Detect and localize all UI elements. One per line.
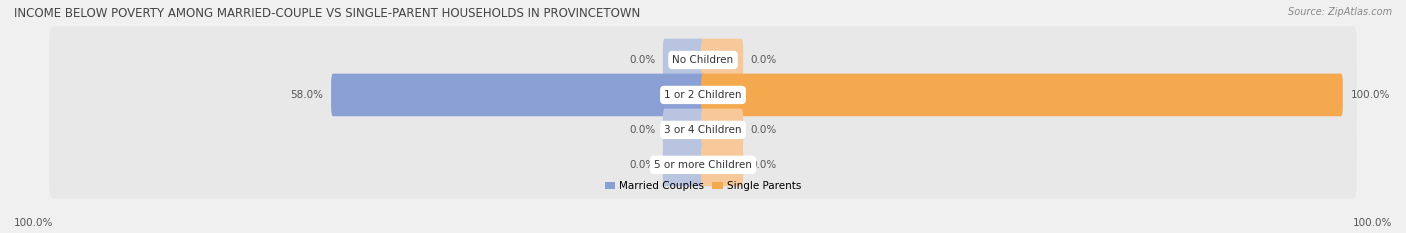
FancyBboxPatch shape <box>662 109 704 151</box>
Text: 0.0%: 0.0% <box>628 55 655 65</box>
Text: Source: ZipAtlas.com: Source: ZipAtlas.com <box>1288 7 1392 17</box>
FancyBboxPatch shape <box>702 109 744 151</box>
Text: 1 or 2 Children: 1 or 2 Children <box>664 90 742 100</box>
Text: 100.0%: 100.0% <box>1351 90 1391 100</box>
FancyBboxPatch shape <box>330 74 704 116</box>
Text: 3 or 4 Children: 3 or 4 Children <box>664 125 742 135</box>
FancyBboxPatch shape <box>49 62 1357 129</box>
Text: 0.0%: 0.0% <box>628 125 655 135</box>
FancyBboxPatch shape <box>662 39 704 81</box>
Text: 5 or more Children: 5 or more Children <box>654 160 752 170</box>
FancyBboxPatch shape <box>49 27 1357 94</box>
Text: INCOME BELOW POVERTY AMONG MARRIED-COUPLE VS SINGLE-PARENT HOUSEHOLDS IN PROVINC: INCOME BELOW POVERTY AMONG MARRIED-COUPL… <box>14 7 640 20</box>
FancyBboxPatch shape <box>702 39 744 81</box>
FancyBboxPatch shape <box>49 131 1357 198</box>
FancyBboxPatch shape <box>702 144 744 186</box>
Text: 0.0%: 0.0% <box>751 125 778 135</box>
Text: 0.0%: 0.0% <box>628 160 655 170</box>
Legend: Married Couples, Single Parents: Married Couples, Single Parents <box>603 179 803 194</box>
Text: 58.0%: 58.0% <box>291 90 323 100</box>
Text: 0.0%: 0.0% <box>751 160 778 170</box>
FancyBboxPatch shape <box>662 144 704 186</box>
Text: 0.0%: 0.0% <box>751 55 778 65</box>
Text: No Children: No Children <box>672 55 734 65</box>
Text: 100.0%: 100.0% <box>14 218 53 228</box>
FancyBboxPatch shape <box>49 96 1357 164</box>
Text: 100.0%: 100.0% <box>1353 218 1392 228</box>
FancyBboxPatch shape <box>702 74 1343 116</box>
